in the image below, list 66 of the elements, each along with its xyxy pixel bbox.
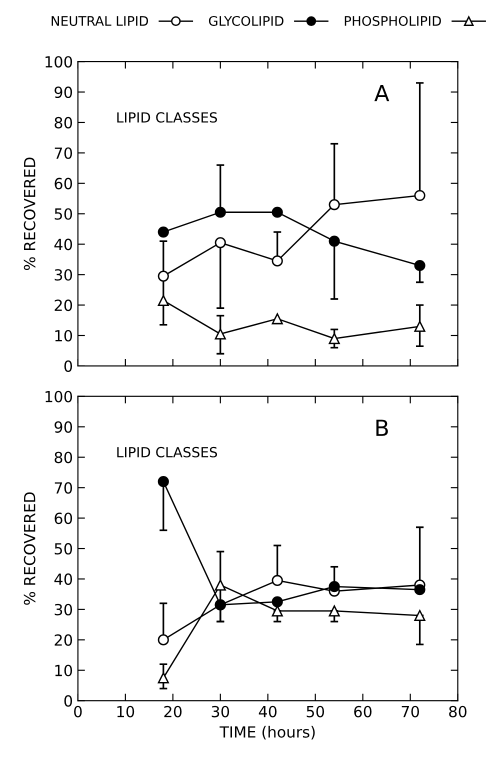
y-tick-label: 60: [54, 178, 72, 190]
point: [414, 190, 426, 202]
y-tick-label: 20: [54, 634, 72, 646]
annotation: LIPID CLASSES: [117, 446, 218, 458]
point: [158, 476, 169, 488]
y-tick-label: 100: [46, 56, 72, 68]
y-tick-label: 20: [54, 300, 72, 312]
point: [414, 260, 426, 272]
x-tick-label: 60: [354, 706, 372, 718]
y-tick-label: 30: [54, 604, 72, 616]
annotation: LIPID CLASSES: [117, 112, 218, 123]
x-tick-label: 80: [449, 706, 466, 718]
y-tick-label: 0: [64, 360, 72, 372]
y-tick-label: 100: [46, 390, 72, 402]
point: [158, 672, 169, 684]
x-tick-label: 30: [212, 706, 230, 718]
point: [328, 332, 340, 344]
x-tick-label: 40: [258, 706, 277, 718]
point: [158, 294, 169, 306]
y-tick-label: 70: [54, 147, 72, 159]
point: [214, 237, 226, 248]
y-tick-label: 40: [54, 238, 72, 250]
legend-label: NEUTRAL LIPID: [52, 16, 148, 26]
point: [328, 581, 340, 592]
point: [414, 320, 426, 332]
point: [214, 579, 226, 591]
point: [328, 199, 340, 210]
point: [328, 605, 340, 616]
x-tick-label: 50: [306, 706, 324, 718]
annotation: B: [376, 420, 388, 436]
y-tick-label: 50: [54, 543, 72, 555]
y-axis-title: % RECOVERED: [24, 492, 36, 605]
y-tick-label: 50: [54, 208, 72, 220]
point: [272, 574, 283, 586]
legend-label: GLYCOLIPID: [208, 16, 284, 26]
x-tick-label: 70: [402, 706, 420, 718]
y-tick-label: 90: [54, 86, 72, 98]
y-tick-label: 90: [54, 421, 72, 433]
point: [214, 206, 226, 218]
y-tick-label: 70: [54, 482, 72, 494]
y-tick-label: 60: [54, 512, 72, 524]
x-axis-title: TIME (hours): [220, 726, 315, 740]
point: [214, 328, 226, 340]
point: [272, 255, 283, 266]
legend-label: PHOSPHOLIPID: [344, 16, 441, 26]
point: [158, 270, 169, 282]
x-tick-label: 20: [164, 706, 182, 718]
y-tick-label: 10: [55, 330, 72, 342]
point: [414, 584, 426, 596]
point: [158, 226, 169, 238]
point: [272, 596, 283, 608]
point: [272, 206, 283, 218]
y-tick-label: 40: [54, 573, 72, 585]
y-tick-label: 80: [54, 452, 72, 464]
x-tick-label: 10: [117, 706, 134, 718]
y-tick-label: 0: [64, 695, 72, 707]
y-tick-label: 30: [54, 269, 72, 281]
point: [414, 610, 426, 622]
point: [328, 236, 340, 247]
point: [272, 313, 283, 324]
x-tick-label: 0: [74, 706, 82, 718]
y-tick-label: 10: [55, 664, 72, 676]
point: [158, 634, 169, 646]
y-axis-title: % RECOVERED: [24, 158, 36, 270]
annotation: A: [374, 84, 390, 102]
y-tick-label: 80: [54, 116, 72, 128]
